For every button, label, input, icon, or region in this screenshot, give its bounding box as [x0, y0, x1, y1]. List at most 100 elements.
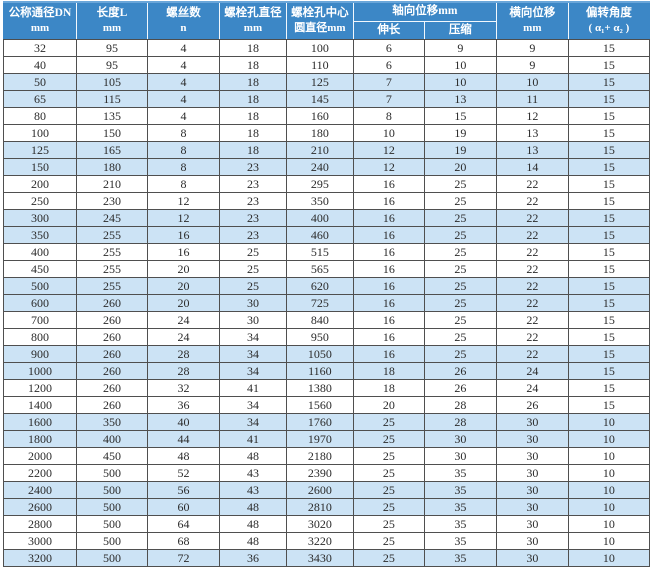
- table-cell: 255: [76, 226, 148, 245]
- table-cell: 25: [352, 532, 425, 551]
- table-cell: 25: [423, 294, 497, 313]
- table-cell: 950: [285, 328, 354, 347]
- table-cell: 25: [423, 243, 497, 262]
- table-cell: 56: [146, 481, 220, 500]
- table-cell: 210: [76, 175, 148, 194]
- table-cell: 15: [567, 192, 651, 211]
- table-cell: 600: [3, 294, 77, 313]
- table-cell: 15: [567, 73, 651, 92]
- table-cell: 22: [495, 260, 569, 279]
- table-cell: 13: [495, 124, 569, 143]
- table-cell: 25: [352, 515, 425, 534]
- header-nominal-diameter: 公称通径DN mm: [3, 1, 77, 41]
- table-body: 32 95 4 18 100 6 9 9 15 40 95 4 18 110 6 10 9 15 50 105 4 18 1…: [3, 39, 651, 568]
- table-cell: 35: [423, 464, 497, 483]
- table-cell: 28: [423, 396, 497, 415]
- table-cell: 80: [3, 107, 77, 126]
- table-cell: 18: [218, 107, 287, 126]
- header-unit: mm: [243, 22, 263, 35]
- table-row: 1200 260 32 41 1380 18 26 24 15: [3, 379, 651, 398]
- table-cell: 24: [495, 379, 569, 398]
- table-row: 700 260 24 30 840 16 25 22 15: [3, 311, 651, 330]
- table-cell: 25: [423, 311, 497, 330]
- table-cell: 7: [352, 73, 425, 92]
- table-cell: 16: [352, 175, 425, 194]
- header-line: 螺栓孔直径: [224, 6, 282, 19]
- table-cell: 30: [495, 464, 569, 483]
- table-cell: 68: [146, 532, 220, 551]
- table-cell: 32: [3, 39, 77, 58]
- table-cell: 1760: [285, 413, 354, 432]
- table-row: 400 255 16 25 515 16 25 22 15: [3, 243, 651, 262]
- table-cell: 22: [495, 294, 569, 313]
- table-cell: 8: [352, 107, 425, 126]
- table-cell: 8: [146, 158, 220, 177]
- table-cell: 700: [3, 311, 77, 330]
- table-row: 32 95 4 18 100 6 9 9 15: [3, 39, 651, 58]
- table-cell: 10: [352, 124, 425, 143]
- table-cell: 400: [3, 243, 77, 262]
- table-cell: 1600: [3, 413, 77, 432]
- table-cell: 1400: [3, 396, 77, 415]
- table-cell: 25: [218, 243, 287, 262]
- table-cell: 300: [3, 209, 77, 228]
- table-cell: 18: [218, 39, 287, 58]
- table-cell: 250: [3, 192, 77, 211]
- table-cell: 48: [218, 498, 287, 517]
- table-cell: 22: [495, 209, 569, 228]
- header-lateral-displacement: 横向位移 mm: [495, 1, 569, 41]
- table-cell: 260: [76, 294, 148, 313]
- table-row: 600 260 20 30 725 16 25 22 15: [3, 294, 651, 313]
- table-cell: 11: [495, 90, 569, 109]
- table-cell: 135: [76, 107, 148, 126]
- header-line: 螺栓孔中心: [291, 6, 349, 19]
- table-cell: 25: [423, 209, 497, 228]
- table-row: 150 180 8 23 240 12 20 14 15: [3, 158, 651, 177]
- table-cell: 13: [423, 90, 497, 109]
- table-cell: 18: [218, 90, 287, 109]
- header-deflection-angle: 偏转角度 ( α₁+ α₂ ): [567, 1, 651, 41]
- table-cell: 125: [3, 141, 77, 160]
- table-cell: 3430: [285, 549, 354, 568]
- table-cell: 34: [218, 362, 287, 381]
- table-cell: 22: [495, 192, 569, 211]
- table-cell: 7: [352, 90, 425, 109]
- table-cell: 260: [76, 328, 148, 347]
- table-cell: 2180: [285, 447, 354, 466]
- table-cell: 48: [146, 447, 220, 466]
- table-cell: 25: [423, 192, 497, 211]
- table-cell: 3220: [285, 532, 354, 551]
- table-cell: 34: [218, 345, 287, 364]
- table-cell: 15: [567, 158, 651, 177]
- table-cell: 34: [218, 413, 287, 432]
- table-cell: 28: [146, 362, 220, 381]
- table-row: 800 260 24 34 950 16 25 22 15: [3, 328, 651, 347]
- table-cell: 20: [146, 294, 220, 313]
- table-cell: 26: [423, 379, 497, 398]
- table-cell: 1800: [3, 430, 77, 449]
- table-cell: 23: [218, 209, 287, 228]
- table-cell: 450: [3, 260, 77, 279]
- header-line: 横向位移: [509, 6, 556, 19]
- expansion-joint-spec-table: 公称通径DN mm 长度L mm 螺丝数 n 螺栓孔直径 mm 螺栓孔中心: [3, 0, 651, 568]
- table-cell: 2200: [3, 464, 77, 483]
- table-cell: 65: [3, 90, 77, 109]
- table-cell: 18: [218, 73, 287, 92]
- table-cell: 4: [146, 107, 220, 126]
- table-cell: 12: [352, 158, 425, 177]
- table-cell: 15: [567, 56, 651, 75]
- table-cell: 1380: [285, 379, 354, 398]
- table-cell: 240: [285, 158, 354, 177]
- table-cell: 565: [285, 260, 354, 279]
- table-cell: 30: [495, 430, 569, 449]
- table-cell: 8: [146, 124, 220, 143]
- table-cell: 30: [218, 294, 287, 313]
- table-cell: 500: [3, 277, 77, 296]
- table-cell: 22: [495, 277, 569, 296]
- table-cell: 260: [76, 396, 148, 415]
- header-axial-elongation: 伸长: [352, 20, 425, 41]
- table-cell: 160: [285, 107, 354, 126]
- table-cell: 34: [218, 396, 287, 415]
- table-row: 40 95 4 18 110 6 10 9 15: [3, 56, 651, 75]
